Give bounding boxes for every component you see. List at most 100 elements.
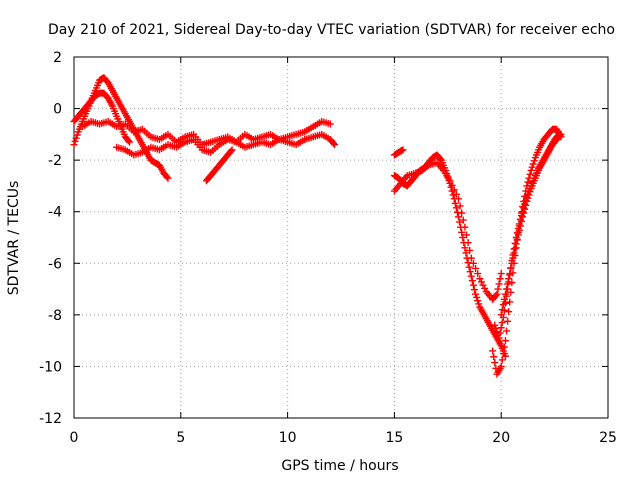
data-point (452, 190, 460, 198)
data-point (524, 194, 532, 202)
data-point (465, 263, 473, 271)
data-point (467, 272, 475, 280)
data-point (497, 311, 505, 319)
data-point (523, 197, 531, 205)
x-tick-label: 0 (70, 430, 79, 446)
data-point (72, 134, 80, 142)
data-point (399, 146, 407, 154)
data-point (526, 188, 534, 196)
data-point (472, 264, 480, 272)
series-track-6 (390, 151, 509, 360)
y-tick-label: -6 (48, 256, 62, 272)
data-point (501, 337, 509, 345)
chart-title: Day 210 of 2021, Sidereal Day-to-day VTE… (48, 22, 615, 38)
data-point (557, 130, 565, 138)
data-point (513, 235, 521, 243)
y-tick-label: 0 (53, 102, 62, 118)
data-point (490, 353, 498, 361)
y-tick-label: -12 (39, 411, 62, 427)
x-tick-label: 25 (599, 430, 617, 446)
data-point (528, 163, 536, 171)
data-point (472, 290, 480, 298)
series-track-1 (70, 74, 172, 182)
data-point (446, 177, 454, 185)
data-point (466, 268, 474, 276)
y-axis-label: SDTVAR / TECUs (6, 181, 22, 296)
data-point (507, 288, 515, 296)
data-point (458, 209, 466, 217)
data-point (227, 147, 235, 155)
data-point (504, 317, 512, 325)
data-point (507, 264, 515, 272)
data-point (475, 300, 483, 308)
data-point (330, 139, 338, 147)
series-track-4 (113, 130, 339, 159)
data-point (503, 327, 511, 335)
data-point (326, 120, 334, 128)
series-track-11 (497, 130, 565, 319)
data-point (503, 285, 511, 293)
y-tick-label: -4 (48, 205, 62, 221)
data-point (506, 270, 514, 278)
data-point (526, 170, 534, 178)
data-point (501, 290, 509, 298)
data-point (474, 270, 482, 278)
data-point (469, 259, 477, 267)
data-point (477, 278, 485, 286)
data-point (466, 246, 474, 254)
data-point (497, 270, 505, 278)
data-point (495, 334, 503, 342)
data-point (70, 141, 78, 149)
plot-frame (73, 56, 609, 419)
x-axis-label: GPS time / hours (281, 458, 398, 474)
data-point (494, 285, 502, 293)
data-point (436, 155, 444, 163)
data-point (454, 213, 462, 221)
data-point (491, 359, 499, 367)
data-point (509, 254, 517, 262)
data-point (456, 218, 464, 226)
data-point (499, 350, 507, 358)
data-point (481, 284, 489, 292)
data-point (529, 160, 537, 168)
data-point (476, 275, 484, 283)
data-point (520, 209, 528, 217)
data-point (500, 343, 508, 351)
data-point (498, 319, 506, 327)
data-point (512, 240, 520, 248)
data-point (525, 191, 533, 199)
data-point (228, 146, 236, 154)
data-point (124, 137, 132, 145)
data-point (517, 217, 525, 225)
data-point (459, 234, 467, 241)
y-tick-label: -2 (48, 153, 62, 169)
data-point (504, 280, 512, 288)
data-point (461, 244, 469, 252)
data-point (497, 362, 505, 370)
data-point (498, 356, 506, 364)
data-points (70, 74, 565, 378)
data-point (515, 226, 523, 234)
data-point (454, 195, 462, 203)
data-point (510, 249, 518, 257)
data-point (519, 213, 527, 221)
data-point (126, 138, 134, 146)
data-point (459, 216, 467, 224)
data-point (522, 201, 530, 209)
y-tick-label: 2 (53, 50, 62, 66)
data-point (491, 321, 499, 329)
data-point (524, 178, 532, 186)
series-track-8 (390, 146, 407, 159)
data-point (423, 163, 431, 171)
data-point (473, 293, 481, 301)
data-point (479, 281, 487, 289)
data-point (499, 301, 507, 309)
data-point (474, 297, 482, 305)
series-track-2 (70, 89, 134, 146)
y-tick-label: -10 (39, 359, 62, 375)
data-point (521, 205, 529, 213)
data-point (492, 292, 500, 300)
data-point (464, 239, 472, 247)
data-point (331, 141, 339, 149)
